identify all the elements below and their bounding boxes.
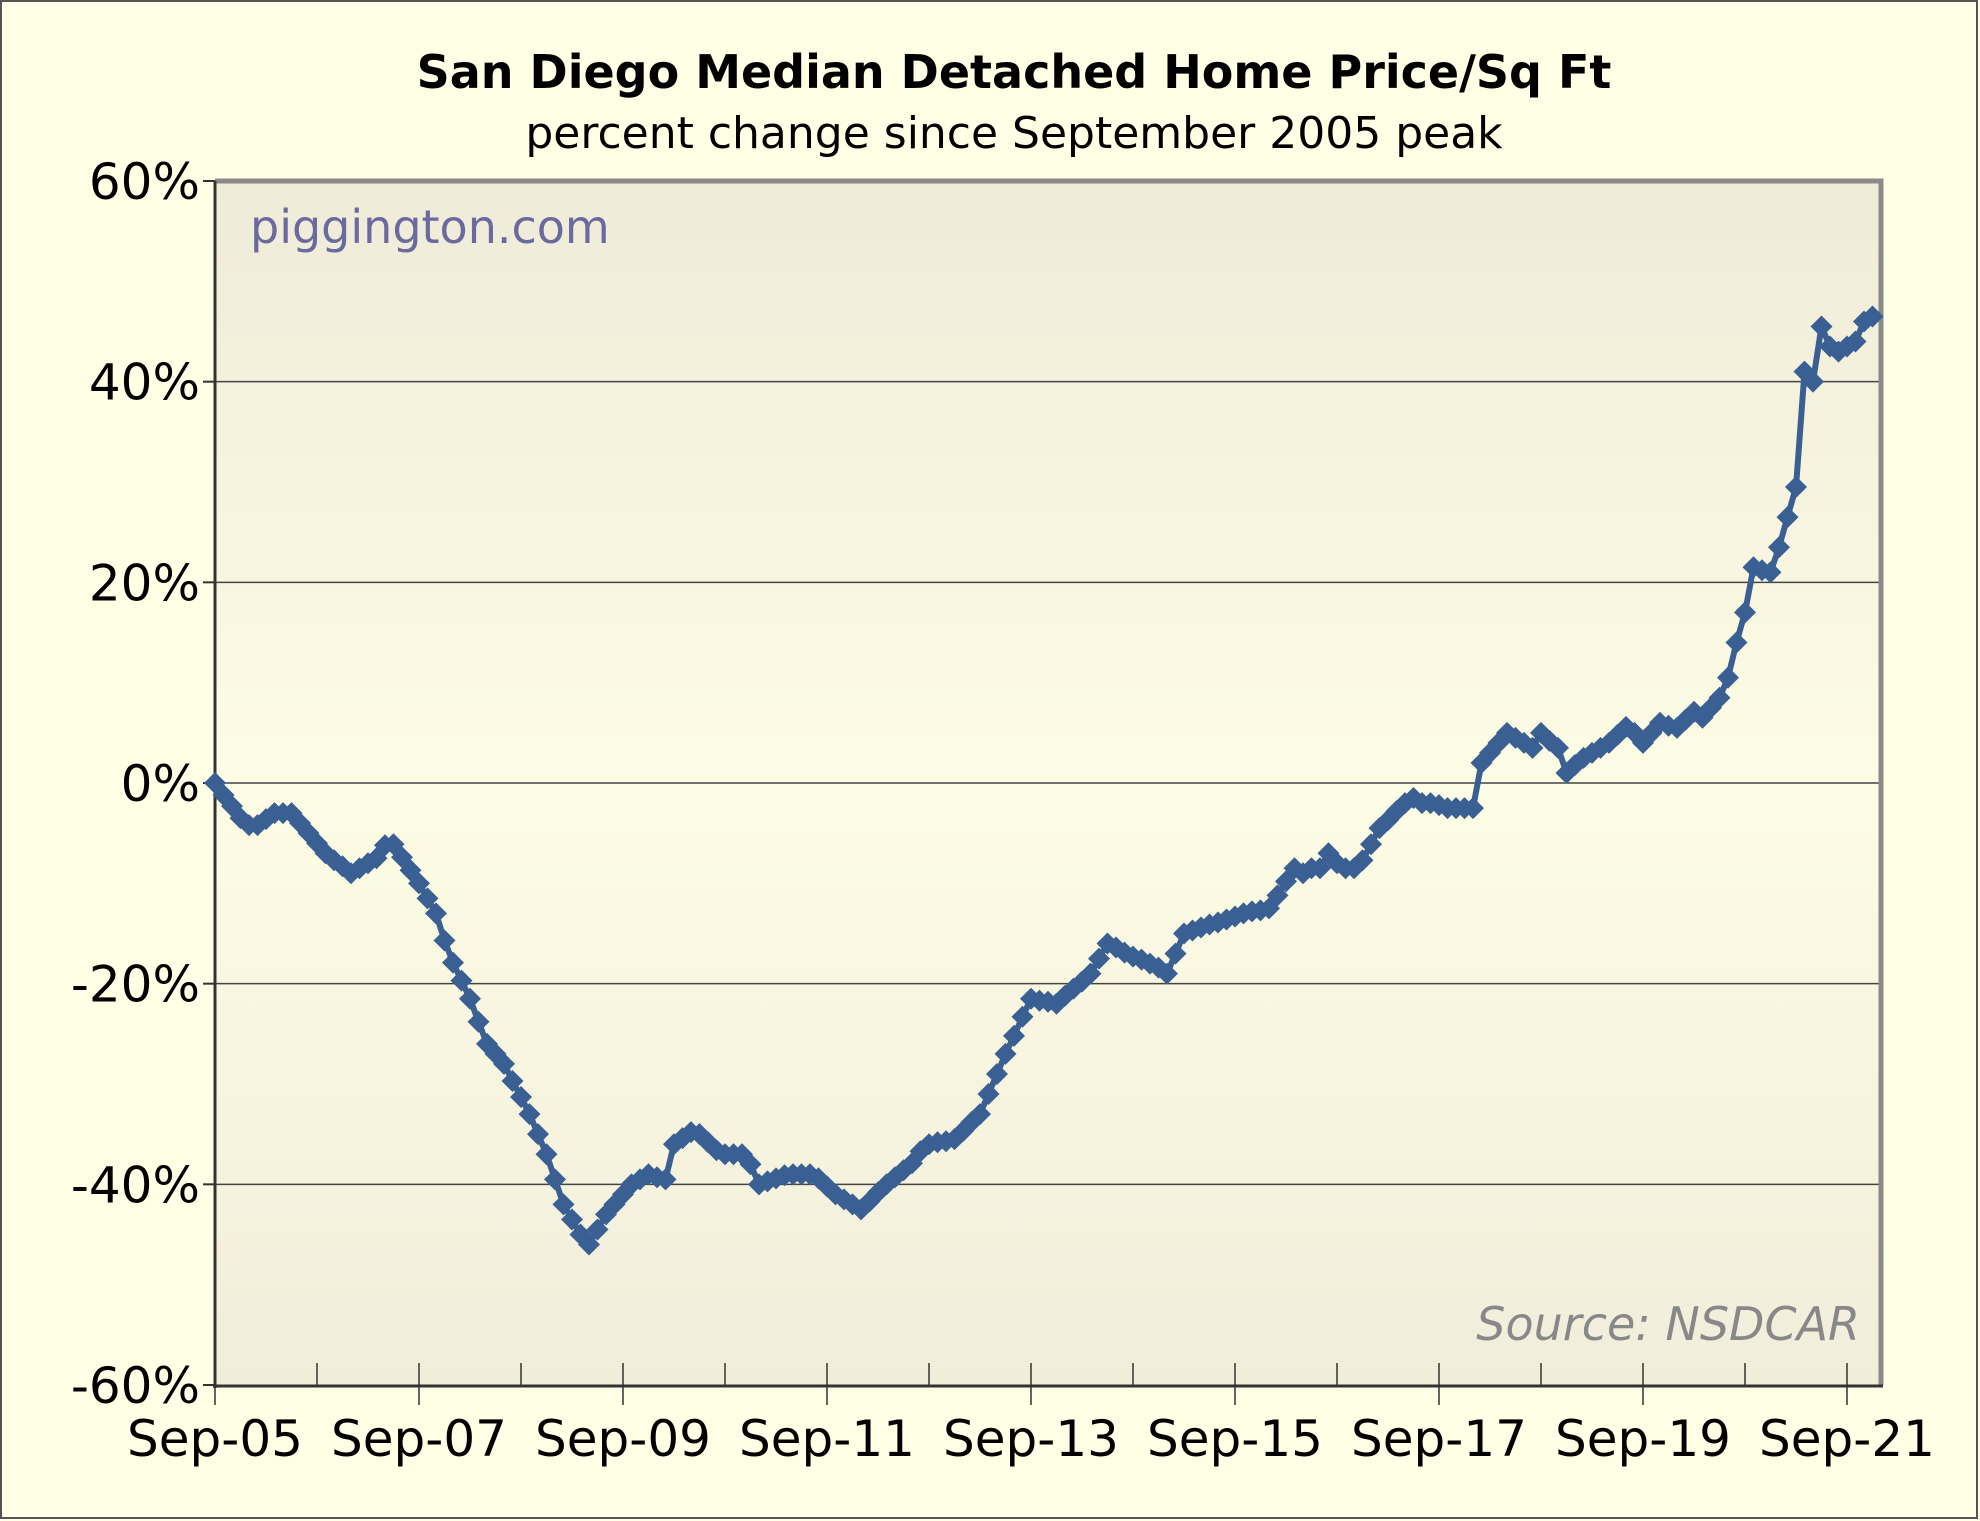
x-tick-label: Sep-19	[1555, 1410, 1731, 1468]
data-point	[994, 1042, 1017, 1065]
y-tick-label: 20%	[89, 554, 200, 612]
data-point	[1708, 686, 1731, 709]
x-tick-label: Sep-11	[739, 1410, 915, 1468]
data-point	[1717, 666, 1739, 689]
x-tick-label: Sep-07	[331, 1410, 507, 1468]
data-point	[1776, 506, 1799, 529]
data-point	[1360, 833, 1382, 856]
data-point	[586, 1218, 609, 1241]
gridlines	[215, 380, 1881, 1186]
data-point	[425, 902, 447, 925]
data-point	[1844, 330, 1867, 353]
x-tick-label: Sep-09	[535, 1410, 711, 1468]
data-point	[1164, 942, 1187, 965]
x-tick-label: Sep-15	[1147, 1410, 1323, 1468]
y-tick-label: -20%	[71, 956, 200, 1014]
data-point	[1266, 884, 1289, 907]
plot-frame-shadow	[215, 178, 1884, 1385]
chart-subtitle: percent change since September 2005 peak	[525, 108, 1503, 159]
data-point	[416, 887, 439, 910]
data-point	[1547, 736, 1569, 759]
data-point	[561, 1208, 583, 1231]
data-point	[527, 1123, 549, 1146]
data-point	[1011, 1005, 1034, 1028]
data-point	[1079, 962, 1102, 985]
data-point	[1725, 631, 1748, 654]
data-point	[442, 951, 464, 974]
x-tick-label: Sep-05	[127, 1410, 303, 1468]
y-tick-label: 60%	[89, 153, 200, 211]
data-point	[1351, 849, 1374, 872]
data-point	[510, 1086, 532, 1109]
data-point	[1734, 601, 1756, 624]
data-point	[1802, 370, 1824, 393]
data-point	[1003, 1024, 1025, 1047]
data-point	[518, 1103, 541, 1126]
chart-title: San Diego Median Detached Home Price/Sq …	[417, 45, 1612, 99]
y-tick-label: 0%	[121, 755, 200, 813]
data-point	[1462, 797, 1484, 820]
y-tick-label: 40%	[89, 354, 200, 412]
y-tick-label: -40%	[71, 1156, 200, 1214]
data-point	[739, 1153, 762, 1176]
y-axis-ticks: 60% 40% 20% 0% -20% -40% -60%	[71, 153, 215, 1415]
data-point	[544, 1168, 566, 1191]
data-point	[1156, 962, 1178, 985]
data-point	[459, 987, 481, 1010]
data-point	[654, 1168, 677, 1191]
data-point	[986, 1062, 1008, 1085]
data-point	[433, 929, 456, 952]
data-point	[578, 1233, 600, 1256]
data-point	[1785, 476, 1807, 499]
x-tick-label: Sep-17	[1351, 1410, 1527, 1468]
x-tick-label: Sep-13	[943, 1410, 1119, 1468]
data-point	[1521, 736, 1544, 759]
data-point	[467, 1010, 490, 1033]
y-tick-label: -60%	[71, 1357, 200, 1415]
data-point	[977, 1083, 1000, 1106]
data-point	[1810, 315, 1833, 338]
data-point	[1759, 561, 1782, 584]
data-point	[552, 1193, 575, 1216]
data-point	[408, 872, 430, 895]
data-point	[1861, 305, 1884, 328]
data-point	[493, 1052, 515, 1075]
data-point	[1088, 947, 1110, 970]
data-point	[501, 1069, 524, 1092]
data-point	[1309, 857, 1331, 880]
x-tick-label: Sep-21	[1759, 1410, 1935, 1468]
source-note: Source: NSDCAR	[1476, 1297, 1860, 1351]
x-axis-ticks: Sep-05 Sep-07 Sep-09 Sep-11 Sep-13 Sep-15 Sep-…	[127, 1363, 1935, 1468]
data-point	[535, 1143, 558, 1166]
data-point	[969, 1103, 991, 1126]
data-point	[1768, 536, 1790, 559]
data-point	[450, 969, 473, 992]
watermark: piggington.com	[250, 200, 610, 254]
series-price-change	[204, 305, 1884, 1256]
